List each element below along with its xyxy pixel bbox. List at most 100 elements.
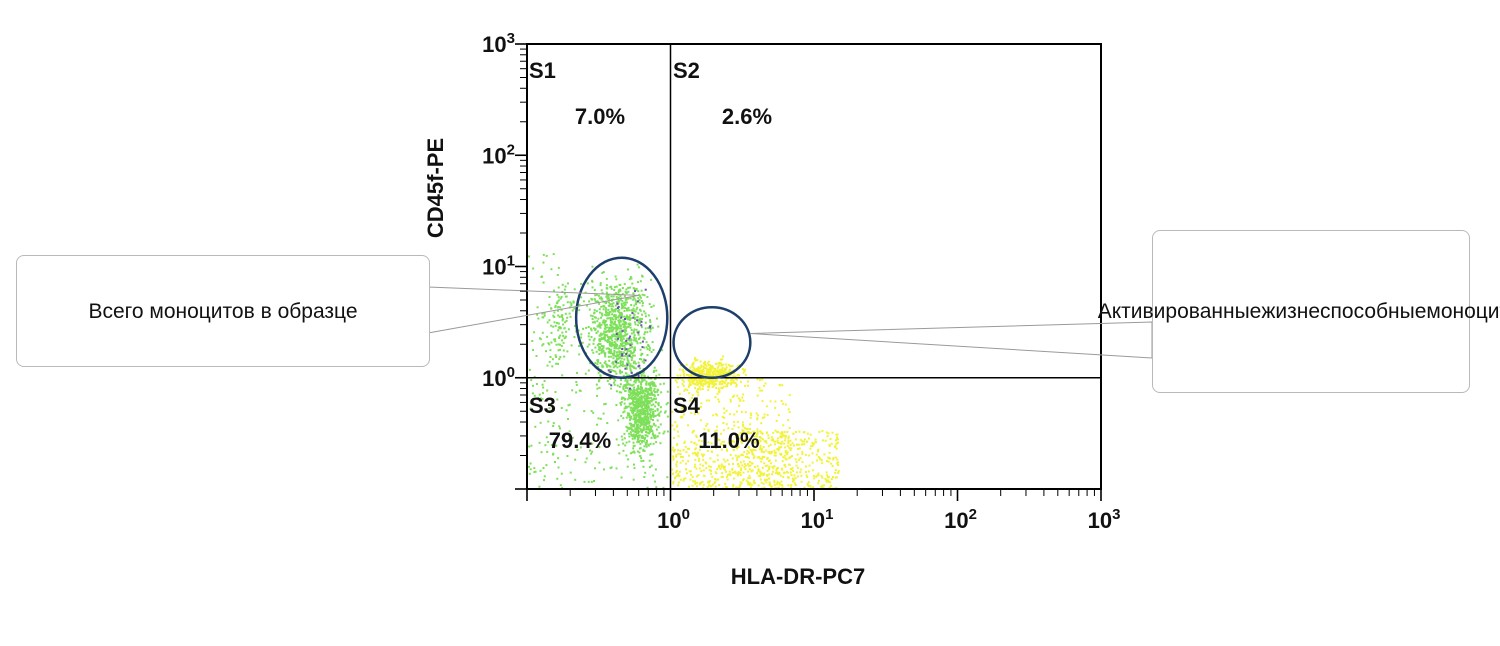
event-dot: [621, 305, 624, 308]
event-dot: [612, 323, 615, 326]
event-dot: [622, 397, 625, 399]
event-dot: [548, 296, 551, 298]
event-dot: [702, 464, 704, 467]
event-dot: [561, 315, 563, 318]
event-dot: [610, 387, 613, 390]
event-dot: [830, 484, 832, 487]
event-dot: [692, 429, 695, 432]
event-dot: [647, 314, 650, 317]
event-dot: [598, 446, 601, 449]
event-dot: [731, 377, 734, 380]
event-dot: [666, 415, 669, 418]
event-dot: [653, 384, 656, 387]
event-dot: [637, 321, 640, 324]
event-dot: [702, 455, 704, 458]
event-dot: [811, 442, 814, 444]
event-dot: [598, 349, 601, 352]
event-dot: [687, 379, 690, 382]
event-dot: [728, 463, 731, 466]
event-dot: [685, 363, 688, 366]
event-dot: [576, 371, 578, 374]
event-dot: [594, 300, 597, 303]
event-dot: [620, 357, 623, 360]
event-dot: [721, 472, 724, 475]
event-dot: [561, 317, 564, 320]
event-dot: [641, 346, 644, 349]
event-dot: [751, 453, 754, 455]
event-dot: [597, 324, 600, 327]
event-dot: [721, 373, 723, 376]
event-dot: [653, 395, 656, 397]
event-dot: [569, 471, 572, 474]
event-dot: [561, 319, 564, 322]
event-dot: [735, 436, 738, 439]
event-dot: [776, 439, 779, 442]
event-dot: [634, 302, 637, 305]
event-dot: [637, 324, 639, 327]
event-dot: [643, 397, 646, 400]
event-dot: [693, 368, 696, 371]
event-dot: [737, 472, 740, 474]
event-dot: [601, 292, 604, 295]
event-dot: [753, 441, 756, 444]
event-dot: [780, 442, 783, 445]
event-dot: [621, 396, 624, 399]
event-dot: [611, 317, 614, 320]
event-dot: [780, 400, 783, 402]
event-dot: [711, 374, 713, 377]
event-dot: [756, 418, 759, 421]
event-dot: [649, 319, 651, 322]
event-dot: [731, 427, 734, 430]
event-dot: [733, 424, 736, 427]
event-dot: [602, 332, 605, 335]
event-dot: [757, 468, 760, 471]
event-dot: [564, 321, 567, 324]
event-dot: [706, 449, 709, 452]
event-dot: [635, 431, 637, 434]
event-dot: [746, 456, 749, 459]
event-dot: [740, 440, 743, 443]
event-dot: [648, 422, 651, 425]
x-tick-label: 102: [944, 506, 977, 533]
event-dot: [604, 327, 607, 330]
event-dot: [643, 449, 646, 452]
event-dot: [634, 362, 637, 365]
event-dot: [578, 345, 581, 347]
event-dot: [624, 372, 627, 375]
event-dot: [652, 419, 654, 421]
event-dot: [725, 409, 728, 412]
event-dot: [737, 463, 739, 465]
event-dot: [781, 402, 784, 405]
event-dot: [626, 318, 629, 321]
event-dot: [831, 431, 834, 434]
event-dot: [616, 354, 619, 357]
event-dot: [707, 381, 710, 383]
event-dot: [628, 390, 631, 393]
event-dot: [610, 384, 613, 387]
event-dot: [811, 461, 814, 464]
event-dot: [591, 450, 594, 453]
event-dot: [625, 375, 628, 378]
event-dot: [726, 449, 728, 452]
event-dot: [646, 439, 648, 442]
event-dot: [715, 478, 718, 481]
quadrant-label-s3: S3: [529, 393, 556, 418]
event-dot: [789, 486, 792, 489]
event-dot: [711, 365, 714, 368]
event-dot: [632, 292, 635, 295]
event-dot: [537, 397, 540, 399]
event-dot: [689, 378, 692, 380]
event-dot: [731, 365, 734, 367]
event-dot: [778, 486, 780, 489]
event-dot: [541, 398, 544, 400]
event-dot: [595, 332, 598, 334]
event-dot: [632, 450, 635, 453]
event-dot: [596, 423, 598, 426]
event-dot: [796, 453, 799, 456]
event-dot: [541, 331, 544, 334]
event-dot: [742, 460, 745, 463]
event-dot: [629, 350, 632, 353]
event-dot: [528, 465, 530, 468]
event-dot: [654, 434, 657, 437]
event-dot: [635, 301, 638, 304]
